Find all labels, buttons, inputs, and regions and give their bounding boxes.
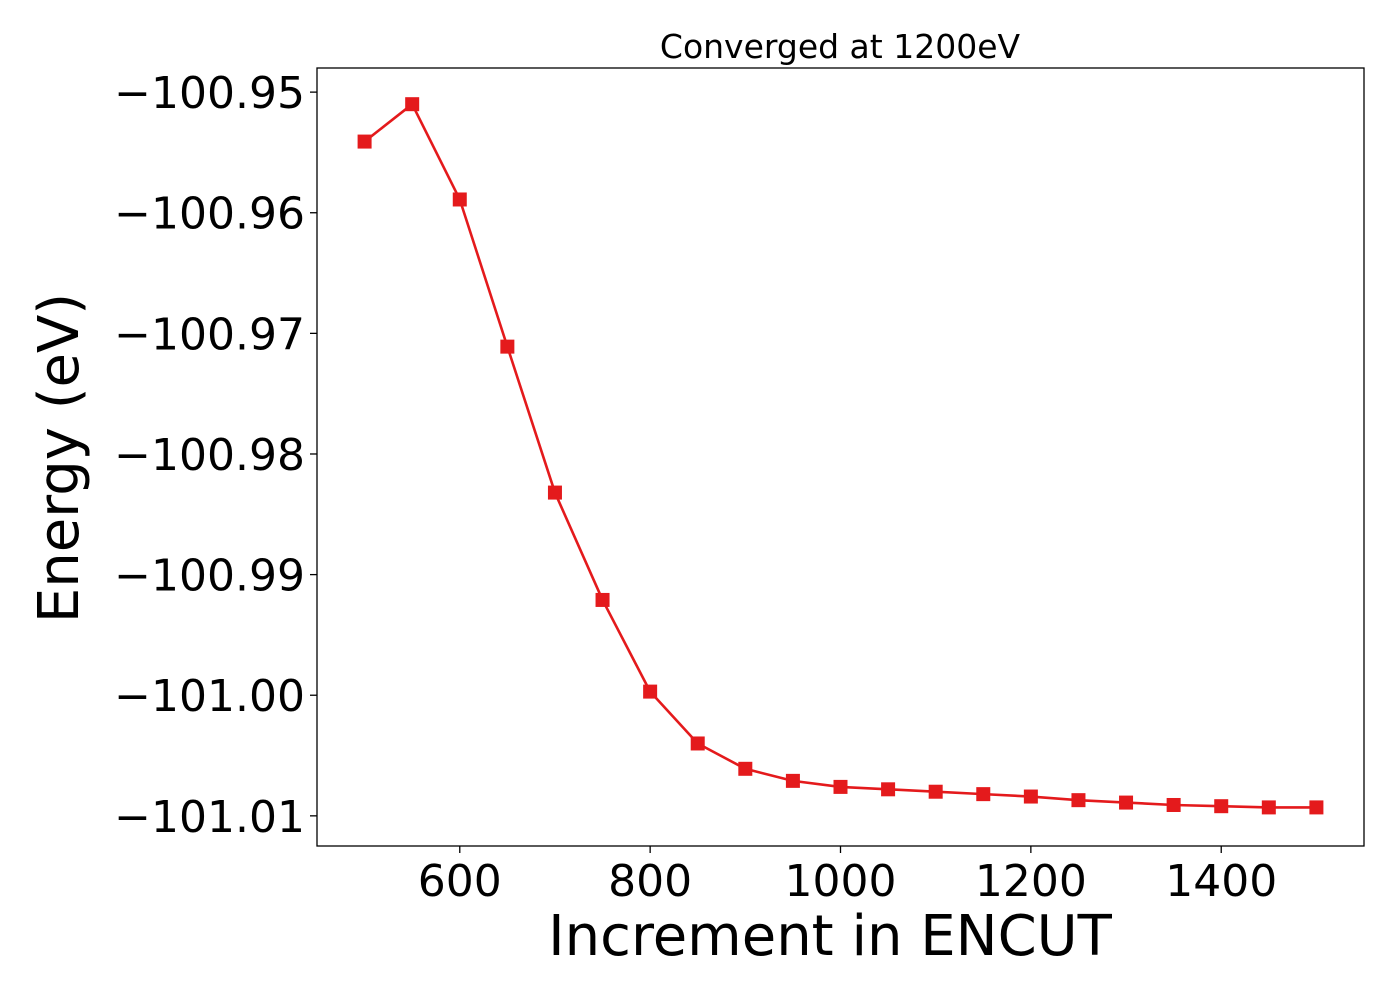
x-axis-title: Increment in ENCUT [548,904,1113,969]
data-point-marker [976,787,991,802]
data-point-marker [881,782,896,797]
x-tick-label: 1000 [785,856,897,907]
data-point-marker [1166,797,1181,812]
chart-title: Converged at 1200eV [660,27,1021,66]
data-point-marker [643,684,658,699]
data-point-marker [690,736,705,751]
x-tick-label: 1200 [975,856,1087,907]
data-point-marker [1214,799,1229,814]
series-line [363,102,1317,809]
data-point-marker [1023,789,1038,804]
data-point-marker [405,97,420,112]
data-point-marker [452,192,467,207]
x-tick-label: 800 [608,856,692,907]
data-point-marker [738,761,753,776]
y-tick-label: −101.00 [114,671,305,722]
data-point-marker [1309,800,1324,815]
y-tick-label: −100.95 [114,68,305,119]
data-point-marker [785,773,800,788]
x-tick-label: 1400 [1165,856,1277,907]
x-tick-label: 600 [418,856,502,907]
data-point-marker [1119,795,1134,810]
y-tick-label: −100.99 [114,551,305,602]
data-point-marker [357,134,372,149]
y-tick-label: −100.97 [114,309,305,360]
data-point-marker [1261,800,1276,815]
data-point-marker [833,779,848,794]
y-tick-label: −100.96 [114,189,305,240]
data-point-marker [928,784,943,799]
plot-area: 600 800 1000 1200 1400 −100.95 −100.96 −100.97 −… [114,67,1365,907]
plot-frame [316,67,1365,847]
data-point-marker [1071,793,1086,808]
data-point-marker [595,592,610,607]
y-tick-label: −100.98 [114,430,305,481]
data-point-marker [500,339,515,354]
y-tick-label: −101.01 [114,792,305,843]
y-axis-title: Energy (eV) [27,293,92,623]
data-point-marker [547,485,562,500]
